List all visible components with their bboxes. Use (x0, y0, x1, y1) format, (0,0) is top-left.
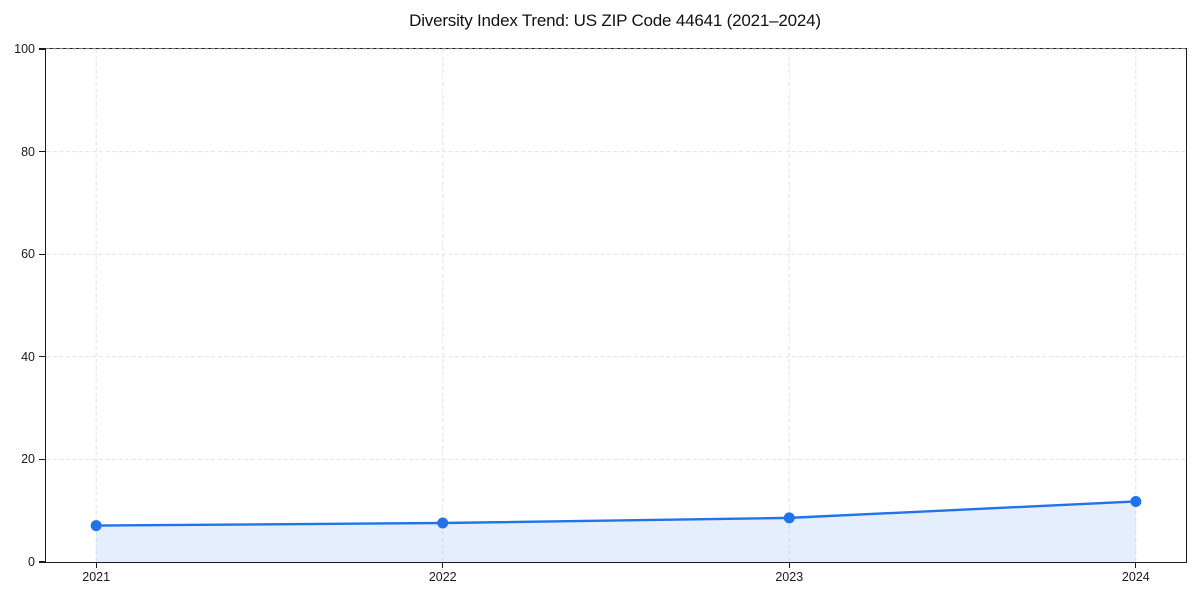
x-tick-label: 2023 (775, 570, 804, 584)
x-axis-tick (442, 562, 444, 568)
y-axis-tick (38, 48, 45, 50)
y-tick-label: 60 (21, 246, 35, 261)
y-axis-tick (38, 253, 45, 255)
y-tick-label: 100 (14, 41, 35, 56)
y-axis-tick (38, 356, 45, 358)
y-axis-tick (38, 458, 45, 461)
data-point-marker (437, 517, 449, 529)
x-tick-label: 2021 (82, 570, 111, 584)
chart-title: Diversity Index Trend: US ZIP Code 44641… (409, 11, 821, 30)
x-axis-tick (1135, 562, 1137, 568)
plot-area: 0 20 40 60 80 100 2021 2022 2023 2024 (14, 43, 1187, 583)
y-tick-label: 0 (28, 554, 35, 569)
x-axis-tick (788, 562, 790, 568)
x-tick-label: 2024 (1121, 570, 1150, 584)
data-point-marker (1130, 495, 1142, 507)
x-axis-tick (95, 562, 97, 568)
data-point-marker (90, 520, 102, 532)
line-chart-svg (46, 48, 1186, 562)
y-tick-label: 20 (21, 452, 35, 467)
y-axis-tick (38, 561, 45, 563)
trend-line (94, 500, 1138, 527)
y-tick-label: 40 (21, 349, 35, 364)
data-point-marker (783, 512, 795, 524)
y-axis-tick (38, 150, 45, 153)
area-fill (96, 501, 1136, 562)
x-tick-label: 2022 (428, 570, 457, 584)
y-tick-label: 80 (21, 144, 35, 159)
